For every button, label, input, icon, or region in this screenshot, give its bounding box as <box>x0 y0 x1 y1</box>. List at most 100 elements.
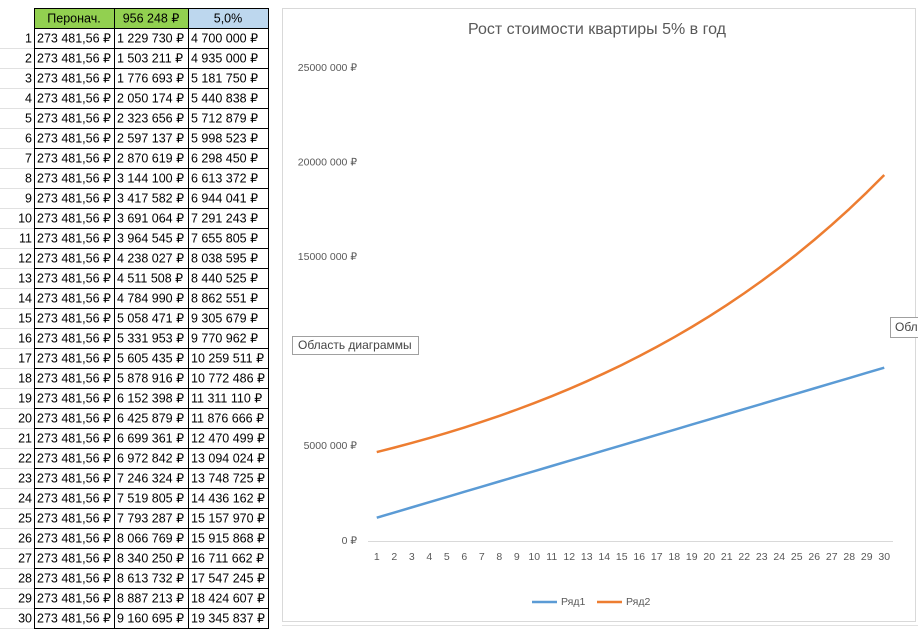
x-tick-label: 13 <box>581 551 593 563</box>
cell-text: 273 481,56 ₽ <box>37 131 111 145</box>
tooltip: Область диаграммы <box>298 338 412 352</box>
row-number: 24 <box>18 491 32 505</box>
chart-title: Рост стоимости квартиры 5% в год <box>468 21 727 38</box>
cell-text: 2 597 137 ₽ <box>117 131 184 145</box>
x-tick-label: 21 <box>721 551 733 563</box>
cell-text: 273 481,56 ₽ <box>37 351 111 365</box>
x-tick-label: 26 <box>808 551 820 563</box>
x-tick-label: 2 <box>391 551 397 563</box>
row-number: 27 <box>18 551 32 565</box>
cell-text: 15 157 970 ₽ <box>191 511 265 525</box>
cell-text: 2 870 619 ₽ <box>117 151 184 165</box>
row-number: 16 <box>18 331 32 345</box>
row-number: 21 <box>18 431 32 445</box>
cell-text: 273 481,56 ₽ <box>37 151 111 165</box>
cell-text: 273 481,56 ₽ <box>37 31 111 45</box>
y-tick-label: 0 ₽ <box>342 535 358 547</box>
cell-text: 3 691 064 ₽ <box>117 211 184 225</box>
cell-text: 18 424 607 ₽ <box>191 591 265 605</box>
cell-text: 13 094 024 ₽ <box>191 451 265 465</box>
cell-text: 15 915 868 ₽ <box>191 531 265 545</box>
row-number: 11 <box>19 231 32 245</box>
header-text: Перонач. <box>47 11 100 25</box>
cell-text: 2 050 174 ₽ <box>117 91 184 105</box>
cell-text: 5 998 523 ₽ <box>191 131 258 145</box>
cell-text: 273 481,56 ₽ <box>37 231 111 245</box>
x-tick-label: 10 <box>528 551 540 563</box>
cell-text: 8 038 595 ₽ <box>191 251 258 265</box>
cell-text: 1 776 693 ₽ <box>117 71 184 85</box>
cell-text: 5 331 953 ₽ <box>117 331 184 345</box>
x-tick-label: 25 <box>791 551 803 563</box>
x-tick-label: 14 <box>598 551 610 563</box>
cell-text: 12 470 499 ₽ <box>191 431 265 445</box>
cell-text: 2 323 656 ₽ <box>117 111 184 125</box>
cell-text: 273 481,56 ₽ <box>37 471 111 485</box>
y-tick-label: 5000 000 ₽ <box>304 440 358 452</box>
cell-text: 14 436 162 ₽ <box>191 491 265 505</box>
legend-label: Ряд1 <box>561 596 585 608</box>
cell-text: 273 481,56 ₽ <box>37 331 111 345</box>
x-tick-label: 3 <box>409 551 415 563</box>
cell-text: 4 935 000 ₽ <box>191 51 258 65</box>
cell-text: 6 944 041 ₽ <box>191 191 258 205</box>
x-tick-label: 29 <box>861 551 873 563</box>
cell-text: 9 770 962 ₽ <box>191 331 258 345</box>
cell-text: 19 345 837 ₽ <box>191 611 265 625</box>
row-number: 12 <box>18 251 32 265</box>
cell-text: 273 481,56 ₽ <box>37 171 111 185</box>
cell-text: 5 605 435 ₽ <box>117 351 184 365</box>
x-tick-label: 22 <box>738 551 750 563</box>
x-tick-label: 1 <box>374 551 380 563</box>
cell-text: 273 481,56 ₽ <box>37 111 111 125</box>
cell-text: 11 311 110 ₽ <box>191 391 262 405</box>
cell-text: 7 291 243 ₽ <box>191 211 258 225</box>
cell-text: 7 519 805 ₽ <box>117 491 184 505</box>
cell-text: 273 481,56 ₽ <box>37 271 111 285</box>
x-tick-label: 27 <box>826 551 838 563</box>
cell-text: 273 481,56 ₽ <box>37 311 111 325</box>
cell-text: 273 481,56 ₽ <box>37 411 111 425</box>
cell-text: 6 972 842 ₽ <box>117 451 184 465</box>
x-tick-label: 8 <box>496 551 502 563</box>
cell-text: 5 878 916 ₽ <box>117 371 184 385</box>
y-tick-label: 15000 000 ₽ <box>298 251 358 263</box>
cell-text: 273 481,56 ₽ <box>37 451 111 465</box>
cell-text: 9 305 679 ₽ <box>191 311 258 325</box>
tooltip: Обл <box>895 320 918 334</box>
header-text: 956 248 ₽ <box>123 11 180 25</box>
cell-text: 16 711 662 ₽ <box>191 551 264 565</box>
x-tick-label: 20 <box>703 551 715 563</box>
y-tick-label: 25000 000 ₽ <box>298 62 358 74</box>
cell-text: 1 503 211 ₽ <box>117 51 183 65</box>
x-tick-label: 28 <box>843 551 855 563</box>
cell-text: 4 700 000 ₽ <box>191 31 258 45</box>
row-number: 3 <box>25 71 32 85</box>
row-number: 30 <box>18 611 32 625</box>
cell-text: 273 481,56 ₽ <box>37 491 111 505</box>
row-number: 8 <box>25 171 32 185</box>
row-number: 18 <box>18 371 32 385</box>
cell-text: 10 772 486 ₽ <box>191 371 265 385</box>
cell-text: 8 862 551 ₽ <box>191 291 258 305</box>
cell-text: 1 229 730 ₽ <box>117 31 184 45</box>
chart-area[interactable] <box>282 8 916 622</box>
cell-text: 3 417 582 ₽ <box>117 191 184 205</box>
cell-text: 6 613 372 ₽ <box>191 171 258 185</box>
cell-text: 4 511 508 ₽ <box>117 271 183 285</box>
cell-text: 273 481,56 ₽ <box>37 51 111 65</box>
legend-label: Ряд2 <box>626 596 650 608</box>
x-tick-label: 7 <box>479 551 485 563</box>
row-number: 25 <box>18 511 32 525</box>
row-number: 13 <box>18 271 32 285</box>
cell-text: 7 655 805 ₽ <box>191 231 258 245</box>
row-number: 6 <box>25 131 32 145</box>
row-number: 23 <box>18 471 32 485</box>
row-number: 22 <box>18 451 32 465</box>
row-number: 28 <box>18 571 32 585</box>
cell <box>188 608 269 629</box>
x-tick-label: 11 <box>546 551 557 563</box>
x-tick-label: 9 <box>514 551 520 563</box>
cell-text: 273 481,56 ₽ <box>37 551 111 565</box>
